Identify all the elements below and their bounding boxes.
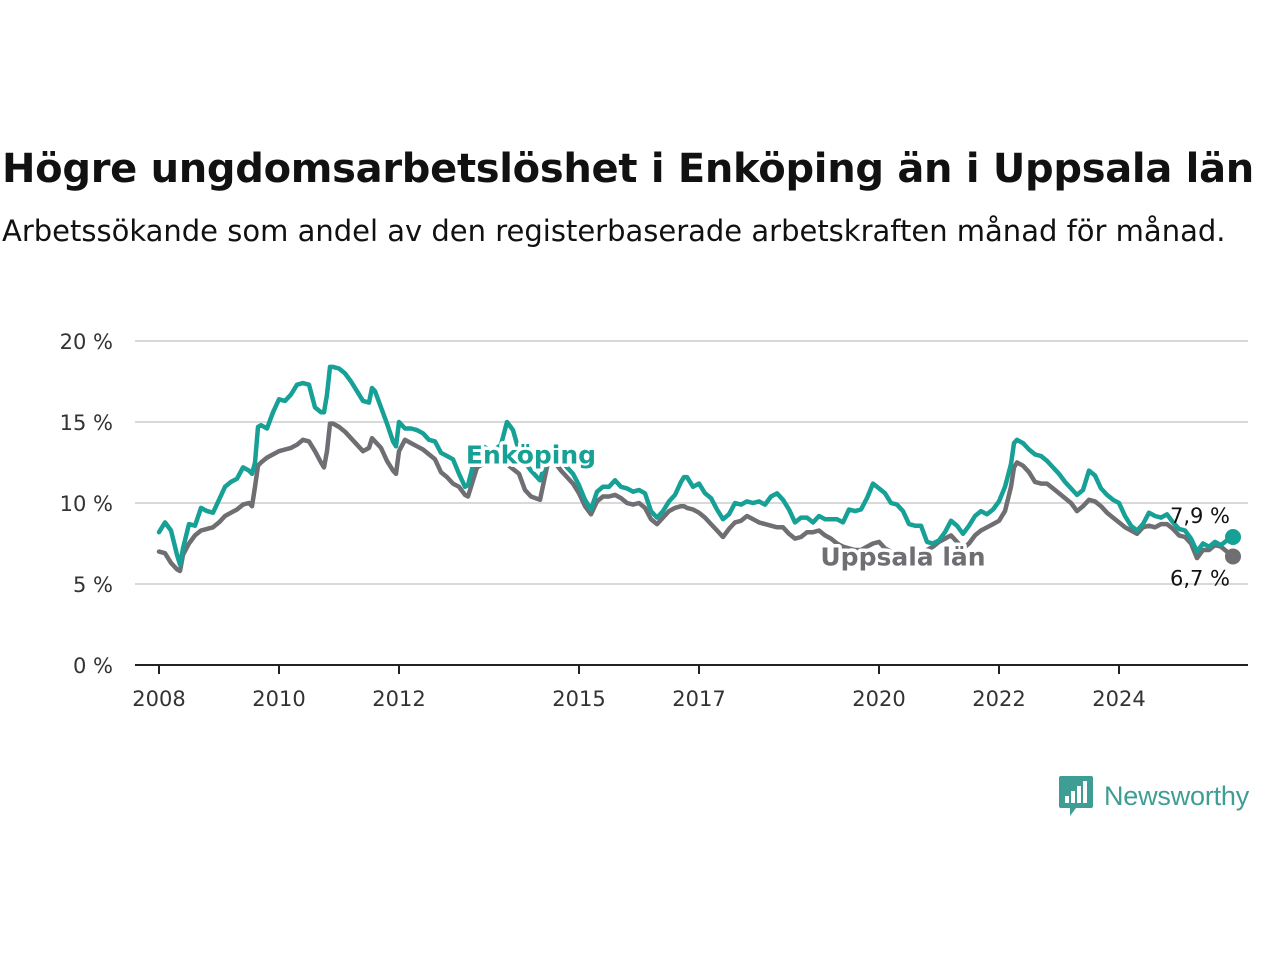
- series-line: [156, 421, 1236, 574]
- x-tick-label: 2017: [672, 687, 725, 711]
- series-label-enkoping: Enköping: [466, 440, 596, 469]
- y-axis-tick-labels: 0 % 5 % 10 % 15 % 20 %: [60, 330, 113, 678]
- x-tick-label: 2020: [852, 687, 905, 711]
- x-tick-label: 2024: [1092, 687, 1145, 711]
- chart-title: Högre ungdomsarbetslöshet i Enköping än …: [2, 146, 1254, 192]
- series-lines: [156, 364, 1241, 574]
- series-end-marker: [1225, 548, 1241, 565]
- series-line: [156, 364, 1236, 567]
- y-tick-label: 5 %: [73, 573, 113, 597]
- x-tick-label: 2008: [132, 687, 185, 711]
- y-tick-label: 20 %: [60, 330, 113, 354]
- end-value-label-uppsala: 6,7 %: [1170, 566, 1230, 590]
- y-tick-label: 15 %: [60, 411, 113, 435]
- series-labels: Enköping Uppsala län 7,9 % 6,7 %: [462, 437, 1230, 591]
- x-tick-label: 2022: [972, 687, 1025, 711]
- x-axis-ticks: 2008 2010 2012 2015 2017 2020 2022 2024: [132, 665, 1146, 711]
- end-value-label-enkoping: 7,9 %: [1170, 504, 1230, 528]
- brand-name: Newsworthy: [1104, 780, 1250, 811]
- chart-subtitle: Arbetssökande som andel av den registerb…: [2, 214, 1226, 248]
- gridlines: [135, 340, 1248, 585]
- y-tick-label: 0 %: [73, 654, 113, 678]
- x-tick-label: 2012: [372, 687, 425, 711]
- y-tick-label: 10 %: [60, 492, 113, 516]
- newsworthy-icon: [1059, 776, 1093, 816]
- series-end-marker: [1225, 529, 1241, 546]
- x-tick-label: 2010: [252, 687, 305, 711]
- brand-logo: Newsworthy: [1058, 774, 1249, 818]
- line-chart: 0 %5 %10 %15 %20 % 2008 2010 2012 2015 2017 2…: [60, 330, 1248, 711]
- x-tick-label: 2015: [552, 687, 605, 711]
- series-label-uppsala: Uppsala län: [820, 542, 985, 571]
